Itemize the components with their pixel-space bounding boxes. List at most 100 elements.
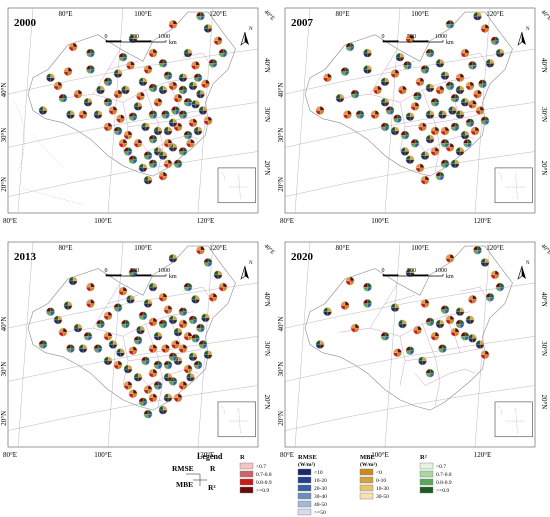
dashed-path [12,100,84,206]
corner-label: 40°E [540,242,550,256]
pie-outline [96,319,105,329]
station-pie [183,48,193,58]
station-pie [168,254,178,263]
station-pie [168,20,178,29]
pie-outline [480,116,490,126]
pie-outline [93,110,103,119]
pie-outline [148,393,158,403]
lon-label-bottom: 100°E [371,451,389,459]
station-pie [400,147,410,156]
station-pie [460,331,470,341]
inset-lines [497,405,525,434]
meridian-line [294,7,311,214]
pie-outline [66,344,75,353]
legend-swatch [359,484,374,492]
pie-outline [473,89,482,99]
station-pie [370,110,380,119]
station-pie [86,65,95,74]
province-line [384,282,398,304]
station-pie [445,20,455,29]
pie-outline [196,89,205,99]
pie-outline [171,106,180,115]
station-markers [315,245,505,378]
station-pie [420,175,430,185]
parallel-line [284,385,536,431]
north-arrow-icon: N [240,27,253,46]
legend-swatch [297,508,312,516]
pie-outline [168,20,178,29]
pie-outline [430,126,440,136]
pie-outline [430,97,440,107]
pie-outline [440,126,450,136]
station-pie [123,364,133,374]
scale-segment [136,274,151,276]
pie-outline [186,138,195,148]
station-pie [430,126,440,136]
pie-outline [128,268,138,278]
north-arrow-half [240,31,246,46]
legend-group-unit: (W/m²) [360,461,377,468]
station-pie [143,175,153,185]
station-pie [163,372,173,382]
pie-outline [400,130,410,140]
scale-segment [136,40,151,42]
station-pie [193,73,203,83]
station-pie [121,85,130,95]
pie-outline [108,340,118,349]
country-boundary [27,245,236,411]
station-pie [315,106,325,115]
pie-outline [113,89,123,99]
station-pie [158,58,168,68]
lat-label-left: 30°N [277,128,285,143]
station-pie [468,333,477,343]
station-pie [73,89,83,99]
pie-outline [138,311,148,321]
north-arrow-half [522,266,526,279]
pie-outline [475,340,485,349]
pie-outline [193,126,203,136]
pie-outline [178,85,188,95]
pie-outline [183,48,193,58]
pie-outline [168,254,178,263]
station-pie [188,315,198,325]
legend-item-label: 0.8-0.9 [436,480,452,486]
station-pie [425,368,435,378]
pie-outline [141,122,150,132]
station-pie [191,295,200,304]
station-pie [126,295,135,304]
province-line [422,323,436,357]
pie-outline [123,147,133,156]
pie-outline [38,106,48,115]
pie-outline [158,58,168,68]
parallel-line [7,102,259,148]
pie-outline [405,155,415,165]
inset-lines [497,171,525,200]
legend-swatch [239,462,254,470]
station-pie [143,65,153,74]
station-pie [480,116,490,126]
station-pie [168,81,178,91]
legend-swatch [239,470,254,478]
station-pie [398,85,407,95]
station-pie [196,11,205,21]
station-pie [455,85,465,95]
station-pie [153,381,163,390]
station-pie [450,122,460,132]
pie-outline [163,138,173,148]
pie-outline [126,295,135,304]
meridian-line [17,241,34,448]
pie-outline [163,360,173,370]
pie-outline [450,327,460,337]
station-pie [178,344,188,353]
pie-outline [141,356,150,366]
station-pie [136,325,145,335]
pie-outline [430,331,440,341]
station-pie [203,116,213,126]
pie-outline [425,48,435,58]
station-pie [405,346,415,355]
station-pie [438,110,447,119]
pie-outline [495,282,505,292]
pie-outline [148,110,158,119]
pie-outline [455,110,465,119]
pie-outline [363,65,372,74]
